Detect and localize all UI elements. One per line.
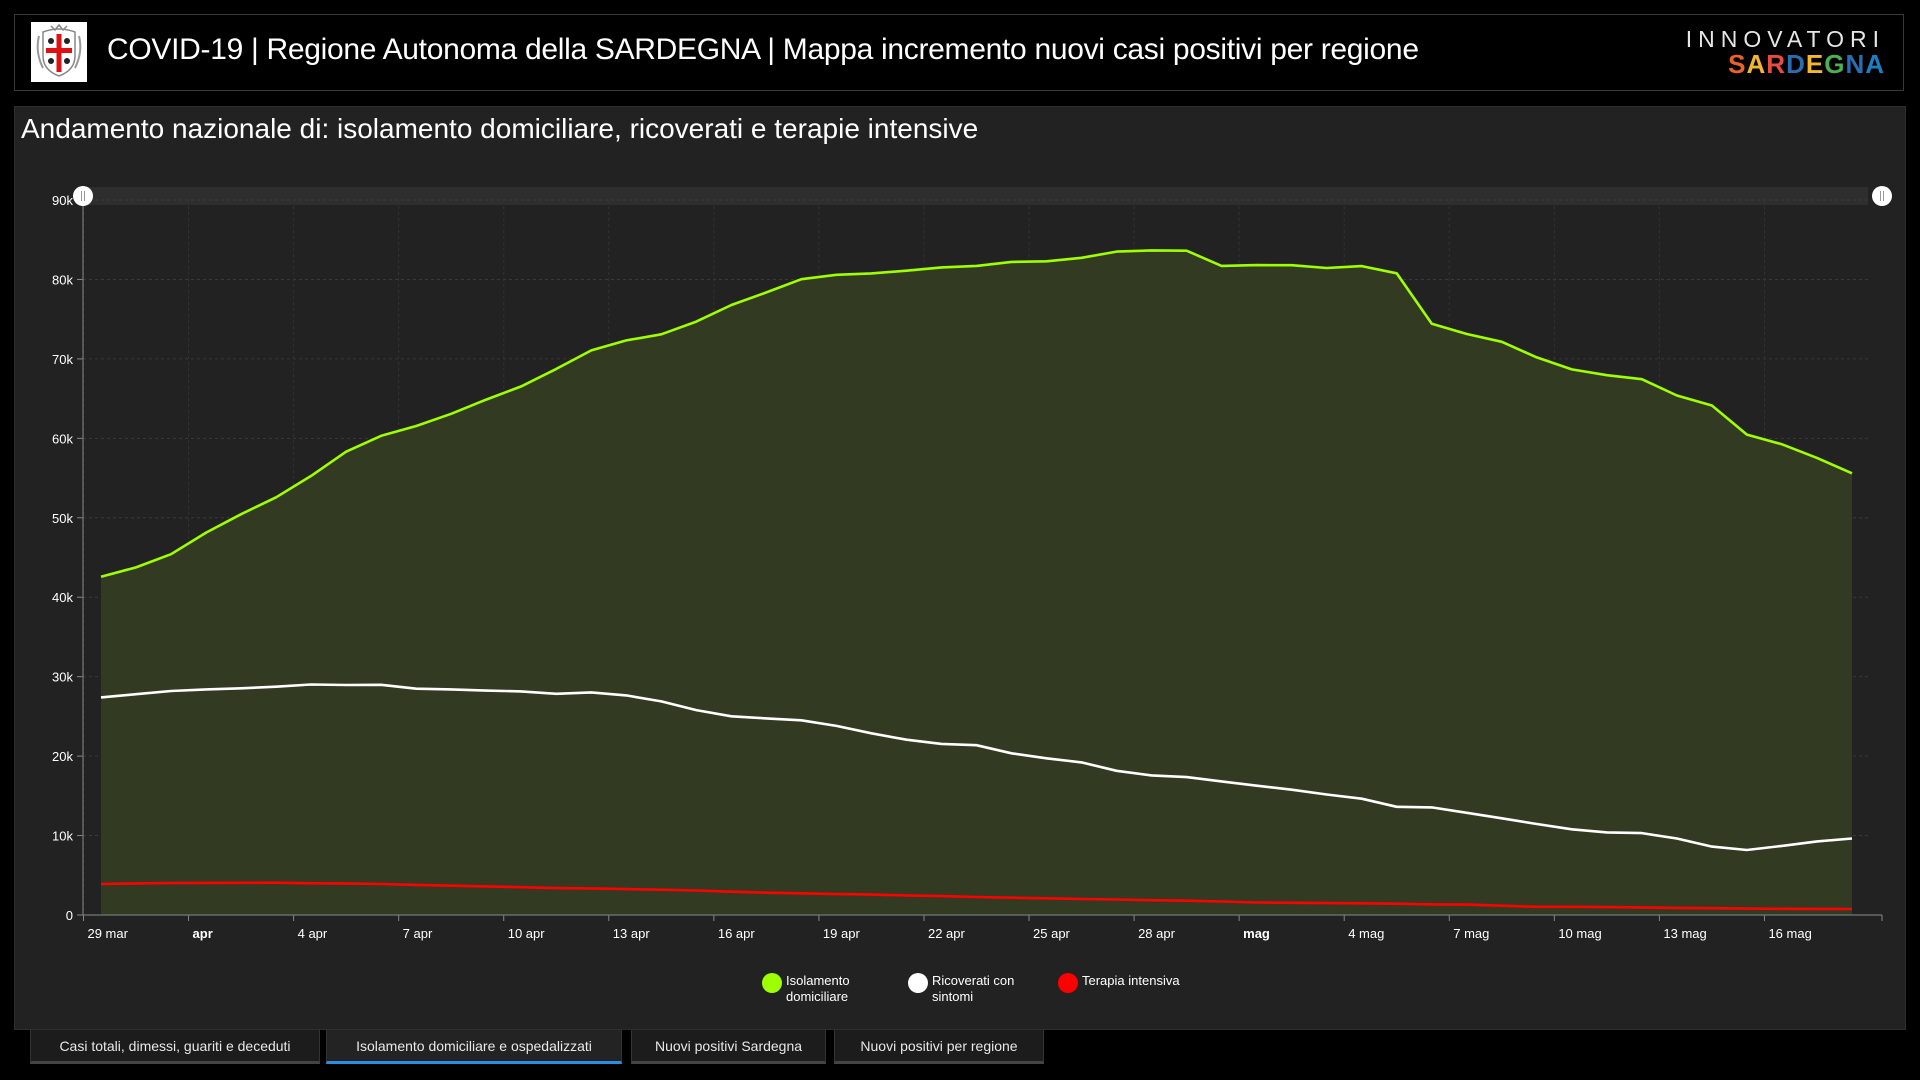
brand-letter: A [1865,49,1885,79]
x-tick-label: 29 mar [87,926,128,941]
header-bar: COVID-19 | Regione Autonoma della SARDEG… [14,14,1904,91]
x-tick-label: 28 apr [1138,926,1176,941]
x-tick-label: 22 apr [928,926,966,941]
y-tick-label: 20k [52,749,73,764]
y-tick-label: 70k [52,352,73,367]
brand-letter: A [1746,49,1767,79]
x-tick-label: apr [193,926,213,941]
tab-3[interactable]: Nuovi positivi Sardegna [631,1030,826,1064]
x-tick-label: 10 mag [1558,926,1601,941]
y-tick-label: 50k [52,511,73,526]
legend-label: Terapia intensiva [1082,973,1180,988]
x-tick-label: 10 apr [508,926,546,941]
x-tick-label: 4 mag [1348,926,1384,941]
legend-label: Isolamento domiciliare [786,973,850,1004]
range-handle-right[interactable] [1872,186,1892,206]
y-tick-label: 80k [52,272,73,287]
x-tick-label: 13 apr [613,926,651,941]
legend-dot-icon [762,973,782,993]
line-ricoverati-con-sintomi [100,683,1853,852]
x-tick-label: 13 mag [1663,926,1706,941]
brand-bottom-text: SARDEGNA [1686,51,1885,77]
line-isolamento-domiciliare [100,249,1853,578]
brand-letter: E [1805,49,1825,79]
innovatori-sardegna-logo: INNOVATORI SARDEGNA [1686,27,1885,77]
brand-letter: N [1845,49,1866,79]
legend-terapia-intensiva[interactable]: Terapia intensiva [1058,973,1202,993]
y-tick-label: 0 [66,908,73,923]
tab-1[interactable]: Casi totali, dimessi, guariti e deceduti [30,1030,320,1064]
brand-letter: G [1824,49,1846,79]
x-tick-label: 19 apr [823,926,861,941]
tab-2[interactable]: Isolamento domiciliare e ospedalizzati [326,1030,622,1064]
x-tick-label: 25 apr [1033,926,1071,941]
y-tick-label: 30k [52,670,73,685]
legend-label: Ricoverati con sintomi [932,973,1015,1004]
x-tick-label: 4 apr [298,926,328,941]
y-tick-label: 10k [52,829,73,844]
brand-letter: D [1786,49,1806,79]
y-tick-label: 60k [52,431,73,446]
x-tick-label: mag [1243,926,1270,941]
brand-top-text: INNOVATORI [1685,26,1885,52]
range-scrollbar-track[interactable] [83,187,1868,205]
legend-dot-icon [908,973,928,993]
y-tick-label: 40k [52,590,73,605]
shield-icon [36,23,82,77]
x-tick-label: 16 apr [718,926,756,941]
legend-isolamento-domiciliare[interactable]: Isolamento domiciliare [762,973,876,1005]
area-isolamento-domiciliare [101,250,1852,915]
x-tick-label: 7 mag [1453,926,1489,941]
legend-dot-icon [1058,973,1078,993]
chart-title: Andamento nazionale di: isolamento domic… [21,113,979,144]
app-title: COVID-19 | Regione Autonoma della SARDEG… [107,33,1419,66]
line-terapia-intensiva [100,881,1853,911]
line-chart: 0 10k 20k 30k 40k 50k 60k 70k 80k 90k 29 mar apr 4 a… [52,186,1892,941]
legend-ricoverati-con-sintomi[interactable]: Ricoverati con sintomi [908,973,1022,1005]
x-tick-label: 16 mag [1768,926,1811,941]
range-handle-left[interactable] [73,186,93,206]
chart-panel: Andamento nazionale di: isolamento domic… [14,106,1906,1030]
y-tick-label: 90k [52,193,73,208]
brand-letter: S [1728,49,1747,79]
brand-letter: R [1766,49,1787,79]
sardinia-coat-of-arms-logo [31,22,87,82]
x-tick-label: 7 apr [403,926,433,941]
tab-4[interactable]: Nuovi positivi per regione [834,1030,1044,1064]
